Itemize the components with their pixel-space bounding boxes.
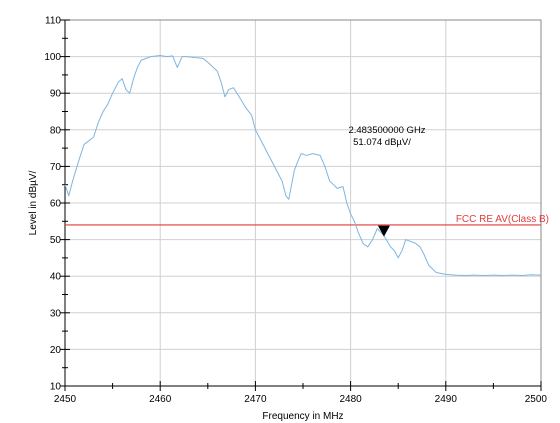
- axes: 10 20 30 40 50 60 70 80 90 100 110 2450 2460 2470 2480…: [44, 16, 547, 406]
- spectrum-trace: [64, 55, 542, 276]
- x-tick-label: 2450: [54, 394, 77, 405]
- limit-line-group: FCC RE AV(Class B): [65, 214, 549, 226]
- y-tick-label: 50: [50, 235, 62, 246]
- y-tick-label: 100: [44, 52, 61, 63]
- x-tick-label: 2470: [244, 394, 267, 405]
- y-tick-label: 40: [50, 272, 62, 283]
- y-tick-label: 20: [50, 345, 62, 356]
- x-tick-label: 2490: [435, 394, 458, 405]
- marker-frequency-label: 2.483500000 GHz: [348, 125, 425, 136]
- x-axis-label: Frequency in MHz: [262, 411, 343, 422]
- marker-level-label: 51.074 dBµV/: [353, 137, 411, 148]
- series-group: [64, 55, 542, 276]
- y-tick-label: 90: [50, 89, 62, 100]
- y-tick-label: 60: [50, 199, 62, 210]
- limit-line-label: FCC RE AV(Class B): [456, 214, 549, 225]
- x-tick-label: 2500: [525, 394, 548, 405]
- y-tick-label: 70: [50, 162, 62, 173]
- y-axis-label: Level in dBµV/: [28, 170, 39, 235]
- y-tick-label: 110: [45, 16, 61, 27]
- y-tick-label: 10: [50, 382, 62, 393]
- x-tick-label: 2480: [339, 394, 362, 405]
- y-tick-label: 30: [50, 308, 62, 319]
- marker-triangle: [377, 225, 390, 237]
- x-tick-label: 2460: [149, 394, 172, 405]
- y-tick-label: 80: [50, 125, 62, 136]
